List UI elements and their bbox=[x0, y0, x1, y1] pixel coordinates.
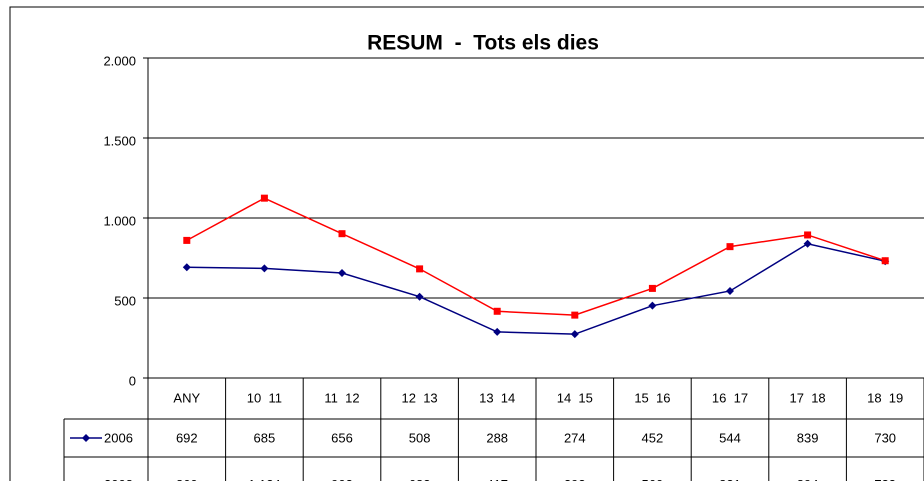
table-value: 860 bbox=[176, 477, 198, 481]
table-value: 1.124 bbox=[248, 477, 281, 481]
marker bbox=[338, 230, 346, 238]
marker bbox=[416, 265, 424, 273]
x-tick-label: 11 12 bbox=[324, 390, 359, 405]
y-tick-label: 1.000 bbox=[103, 213, 136, 228]
table-value: 274 bbox=[564, 430, 586, 445]
y-tick-label: 2.000 bbox=[103, 53, 136, 68]
x-tick-label: 13 14 bbox=[479, 390, 515, 405]
table-value: 733 bbox=[874, 477, 896, 481]
chart-title: RESUM - Tots els dies bbox=[367, 32, 599, 55]
marker bbox=[182, 263, 191, 272]
table-value: 417 bbox=[486, 477, 508, 481]
x-tick-label: 16 17 bbox=[712, 390, 748, 405]
table-value: 821 bbox=[719, 477, 741, 481]
x-tick-label: 14 15 bbox=[557, 390, 593, 405]
marker bbox=[804, 231, 812, 239]
legend-label: 2006 bbox=[104, 430, 133, 445]
marker bbox=[82, 434, 90, 442]
marker bbox=[803, 239, 812, 248]
table-value: 692 bbox=[176, 430, 198, 445]
legend-label: 2008 bbox=[104, 477, 133, 481]
series-line bbox=[186, 242, 886, 335]
table-value: 839 bbox=[797, 430, 819, 445]
marker bbox=[183, 236, 191, 244]
marker bbox=[338, 269, 346, 278]
table-value: 544 bbox=[719, 430, 741, 445]
marker bbox=[726, 286, 734, 295]
table-value: 508 bbox=[409, 430, 431, 445]
marker bbox=[493, 327, 502, 336]
table-value: 393 bbox=[564, 477, 586, 481]
table-value: 452 bbox=[642, 430, 664, 445]
marker bbox=[648, 301, 657, 310]
table-value: 656 bbox=[331, 430, 353, 445]
table-value: 730 bbox=[874, 430, 896, 445]
x-tick-label: 17 18 bbox=[790, 390, 826, 405]
table-value: 894 bbox=[797, 477, 819, 481]
table-value: 560 bbox=[642, 477, 664, 481]
table-value: 682 bbox=[409, 477, 431, 481]
y-tick-label: 1.500 bbox=[103, 133, 136, 148]
marker bbox=[260, 194, 268, 202]
y-tick-label: 500 bbox=[114, 293, 136, 308]
marker bbox=[881, 257, 889, 265]
marker bbox=[415, 292, 424, 301]
series-line bbox=[186, 197, 886, 316]
marker bbox=[493, 307, 501, 315]
x-tick-label: ANY bbox=[173, 390, 200, 405]
marker bbox=[726, 243, 734, 251]
x-tick-label: 15 16 bbox=[634, 390, 670, 405]
marker bbox=[570, 330, 579, 339]
x-tick-label: 18 19 bbox=[867, 390, 903, 405]
marker bbox=[260, 264, 269, 273]
x-tick-label: 10 11 bbox=[247, 390, 282, 405]
x-tick-label: 12 13 bbox=[402, 390, 438, 405]
marker bbox=[648, 284, 656, 292]
table-value: 685 bbox=[254, 430, 276, 445]
marker bbox=[571, 311, 579, 319]
y-tick-label: 0 bbox=[129, 373, 136, 388]
table-value: 288 bbox=[486, 430, 508, 445]
table-value: 902 bbox=[331, 477, 353, 481]
